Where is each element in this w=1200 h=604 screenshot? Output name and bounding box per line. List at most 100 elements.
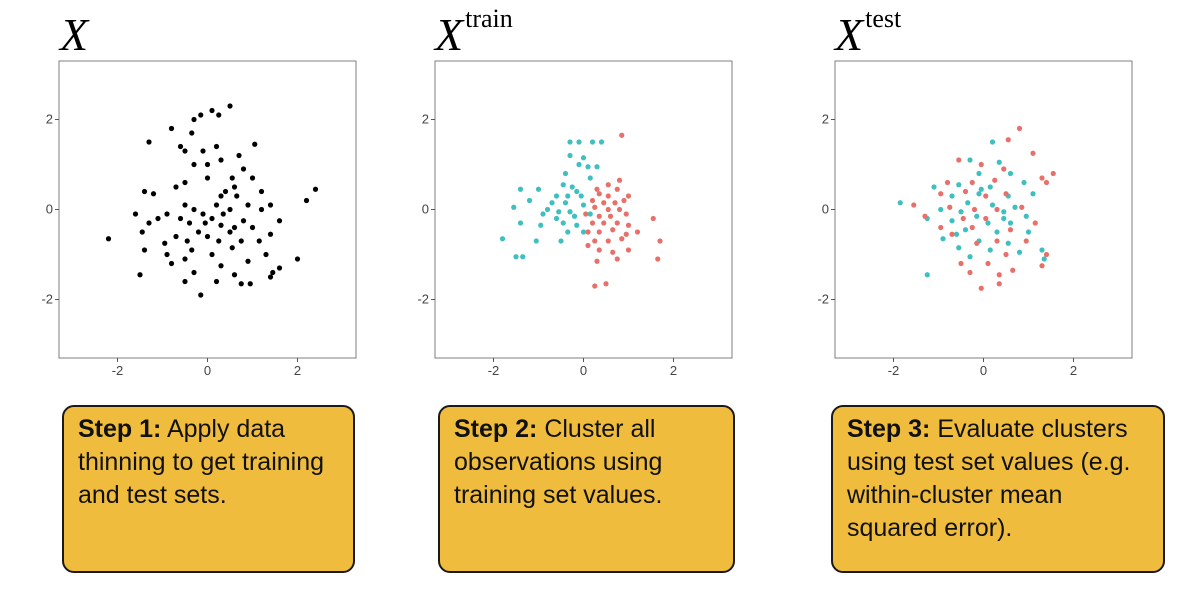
data-point-1-1 — [276, 218, 283, 224]
data-point-2-1 — [576, 139, 582, 145]
data-point-2-1 — [567, 139, 573, 145]
y-tick-label: -2 — [817, 292, 829, 307]
data-point-2-2 — [585, 242, 591, 249]
data-point-3-1 — [987, 184, 993, 190]
data-point-3-1 — [1005, 240, 1011, 246]
data-point-2-1 — [517, 220, 524, 226]
data-point-2-2 — [616, 206, 623, 213]
data-point-3-1 — [949, 218, 955, 224]
data-point-3-1 — [1041, 256, 1047, 262]
data-point-3-2 — [978, 285, 984, 291]
x-tick-label: 0 — [580, 363, 587, 378]
data-point-2-1 — [565, 193, 571, 199]
data-point-2-1 — [549, 200, 555, 206]
data-point-3-1 — [1012, 204, 1018, 210]
data-point-3-1 — [931, 184, 937, 190]
data-point-2-2 — [607, 213, 614, 219]
data-point-1-1 — [173, 233, 179, 240]
data-point-3-2 — [996, 272, 1002, 278]
x-tick-label: 2 — [1070, 363, 1077, 378]
data-point-3-1 — [962, 227, 969, 233]
data-point-2-2 — [621, 197, 627, 204]
data-point-2-1 — [538, 222, 544, 228]
data-point-1-1 — [231, 272, 238, 278]
data-point-1-1 — [231, 224, 238, 231]
data-point-1-1 — [245, 202, 251, 208]
data-point-1-1 — [177, 143, 184, 150]
data-point-3-2 — [958, 260, 964, 267]
data-point-1-1 — [227, 229, 233, 235]
data-point-2-1 — [553, 215, 560, 222]
data-point-3-1 — [974, 213, 980, 219]
data-point-3-2 — [1007, 227, 1014, 233]
step-2-text: Cluster all observations using training … — [454, 415, 663, 509]
data-point-2-2 — [592, 283, 598, 289]
data-point-3-2 — [1016, 125, 1023, 132]
data-point-2-1 — [535, 186, 542, 192]
data-point-1-1 — [245, 258, 251, 264]
data-point-1-1 — [184, 238, 190, 244]
data-point-2-2 — [625, 193, 632, 199]
data-point-2-1 — [556, 209, 562, 215]
data-point-1-1 — [164, 211, 170, 217]
data-point-1-1 — [198, 112, 204, 118]
data-point-2-1 — [578, 193, 584, 199]
data-point-2-2 — [596, 191, 602, 197]
data-point-1-1 — [204, 175, 211, 181]
data-point-3-2 — [983, 193, 989, 199]
plot-frame-3 — [834, 60, 1133, 359]
data-point-3-1 — [1023, 213, 1029, 219]
data-point-3-1 — [965, 200, 971, 206]
data-point-2-1 — [558, 238, 564, 244]
data-point-2-2 — [594, 258, 600, 264]
data-point-1-1 — [216, 112, 222, 118]
data-point-1-1 — [240, 166, 247, 172]
data-point-3-1 — [985, 220, 991, 226]
data-point-1-1 — [105, 236, 112, 242]
data-point-3-2 — [947, 204, 953, 210]
data-point-1-1 — [258, 206, 265, 213]
y-tick-label: 0 — [46, 202, 53, 217]
data-point-1-1 — [139, 229, 145, 235]
data-point-3-2 — [1010, 267, 1016, 273]
data-point-1-1 — [216, 238, 222, 244]
data-point-2-1 — [533, 238, 539, 244]
data-point-3-1 — [987, 247, 993, 253]
data-point-3-1 — [1039, 247, 1045, 253]
data-point-1-1 — [229, 175, 235, 181]
data-point-2-1 — [560, 182, 566, 188]
data-point-3-2 — [1030, 150, 1036, 156]
data-point-2-2 — [596, 213, 602, 219]
x-tick-label: 2 — [294, 363, 301, 378]
data-point-1-1 — [267, 202, 274, 208]
data-point-2-1 — [560, 220, 566, 226]
data-point-2-2 — [623, 231, 629, 237]
data-point-3-1 — [1001, 215, 1007, 222]
data-point-1-1 — [191, 269, 197, 276]
data-point-3-2 — [994, 238, 1000, 244]
data-point-2-1 — [574, 222, 580, 228]
data-point-1-1 — [150, 191, 157, 197]
data-point-3-1 — [956, 245, 962, 251]
data-point-2-1 — [569, 184, 575, 190]
data-point-1-1 — [238, 238, 244, 244]
data-point-2-1 — [511, 204, 517, 210]
data-point-1-1 — [164, 251, 170, 258]
data-point-3-2 — [938, 224, 944, 231]
data-point-3-2 — [1003, 251, 1009, 258]
data-point-3-1 — [1021, 179, 1027, 186]
data-point-1-1 — [303, 197, 310, 204]
data-point-2-2 — [605, 238, 611, 244]
data-point-1-1 — [276, 265, 283, 271]
data-point-1-1 — [247, 281, 253, 287]
data-point-1-1 — [209, 215, 215, 222]
data-point-3-1 — [976, 170, 982, 177]
plot-frame-1 — [58, 60, 357, 359]
x-tick-label: -2 — [888, 363, 900, 378]
data-point-1-1 — [182, 148, 188, 154]
data-point-3-2 — [960, 215, 966, 222]
data-point-3-2 — [967, 269, 973, 276]
panel-title-x: X — [60, 9, 89, 60]
data-point-2-1 — [598, 139, 605, 145]
data-point-1-1 — [312, 186, 319, 192]
